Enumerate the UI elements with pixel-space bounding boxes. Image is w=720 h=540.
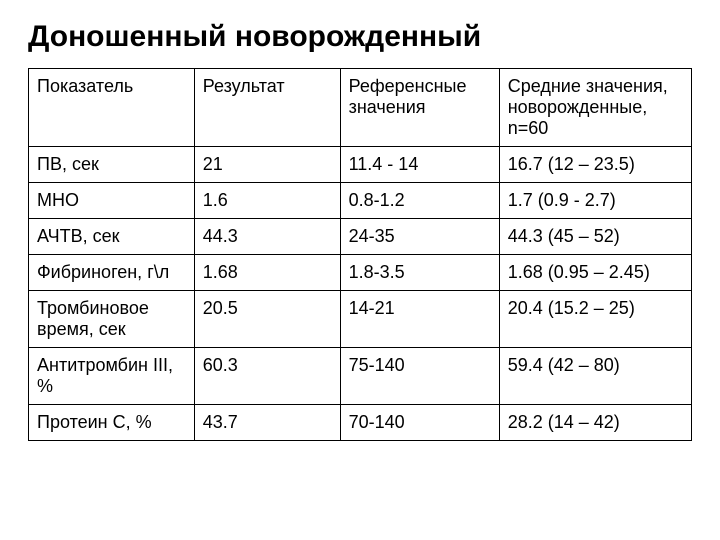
results-table: Показатель Результат Референсные значени… bbox=[28, 68, 692, 441]
cell-average: 1.68 (0.95 – 2.45) bbox=[499, 255, 691, 291]
cell-reference: 75-140 bbox=[340, 348, 499, 405]
cell-average: 16.7 (12 – 23.5) bbox=[499, 147, 691, 183]
table-row: ПВ, сек 21 11.4 - 14 16.7 (12 – 23.5) bbox=[29, 147, 692, 183]
cell-average: 28.2 (14 – 42) bbox=[499, 405, 691, 441]
cell-result: 1.6 bbox=[194, 183, 340, 219]
table-row: Фибриноген, г\л 1.68 1.8-3.5 1.68 (0.95 … bbox=[29, 255, 692, 291]
table-row: МНО 1.6 0.8-1.2 1.7 (0.9 - 2.7) bbox=[29, 183, 692, 219]
cell-indicator: АЧТВ, сек bbox=[29, 219, 195, 255]
cell-result: 1.68 bbox=[194, 255, 340, 291]
table-row: Тромбиновое время, сек 20.5 14-21 20.4 (… bbox=[29, 291, 692, 348]
cell-indicator: Протеин С, % bbox=[29, 405, 195, 441]
cell-result: 44.3 bbox=[194, 219, 340, 255]
cell-indicator: МНО bbox=[29, 183, 195, 219]
col-header-result: Результат bbox=[194, 69, 340, 147]
cell-reference: 14-21 bbox=[340, 291, 499, 348]
cell-result: 21 bbox=[194, 147, 340, 183]
cell-indicator: Фибриноген, г\л bbox=[29, 255, 195, 291]
table-row: Антитромбин III, % 60.3 75-140 59.4 (42 … bbox=[29, 348, 692, 405]
page-title: Доношенный новорожденный bbox=[28, 20, 692, 54]
cell-reference: 24-35 bbox=[340, 219, 499, 255]
cell-result: 20.5 bbox=[194, 291, 340, 348]
table-row: Протеин С, % 43.7 70-140 28.2 (14 – 42) bbox=[29, 405, 692, 441]
cell-reference: 11.4 - 14 bbox=[340, 147, 499, 183]
col-header-reference: Референсные значения bbox=[340, 69, 499, 147]
cell-indicator: Тромбиновое время, сек bbox=[29, 291, 195, 348]
cell-reference: 0.8-1.2 bbox=[340, 183, 499, 219]
cell-result: 60.3 bbox=[194, 348, 340, 405]
cell-indicator: Антитромбин III, % bbox=[29, 348, 195, 405]
cell-average: 1.7 (0.9 - 2.7) bbox=[499, 183, 691, 219]
col-header-average: Средние значения, новорожденные, n=60 bbox=[499, 69, 691, 147]
cell-average: 59.4 (42 – 80) bbox=[499, 348, 691, 405]
cell-result: 43.7 bbox=[194, 405, 340, 441]
table-row: АЧТВ, сек 44.3 24-35 44.3 (45 – 52) bbox=[29, 219, 692, 255]
cell-indicator: ПВ, сек bbox=[29, 147, 195, 183]
cell-average: 20.4 (15.2 – 25) bbox=[499, 291, 691, 348]
cell-average: 44.3 (45 – 52) bbox=[499, 219, 691, 255]
col-header-indicator: Показатель bbox=[29, 69, 195, 147]
cell-reference: 70-140 bbox=[340, 405, 499, 441]
cell-reference: 1.8-3.5 bbox=[340, 255, 499, 291]
table-header-row: Показатель Результат Референсные значени… bbox=[29, 69, 692, 147]
